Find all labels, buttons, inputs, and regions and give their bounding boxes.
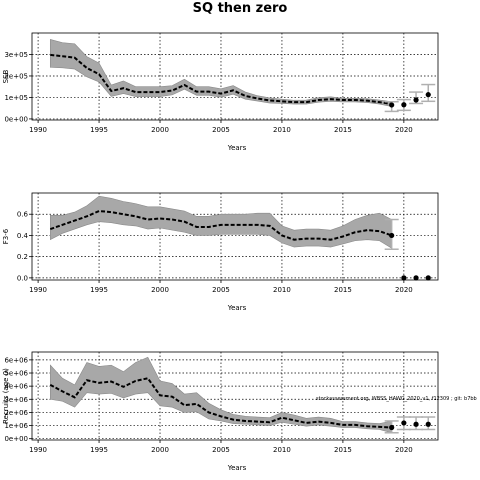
projection-point [389,102,395,108]
chart-title: SQ then zero [192,1,288,16]
projection-point [389,232,395,239]
projection-point [401,102,407,108]
x-tick-label: 2000 [151,446,169,454]
y-tick-label: 5e+06 [4,370,28,378]
projection-point [425,92,431,98]
y-tick-label: 0.0 [17,274,28,282]
chart-panel-3: 1990 1995 2000 2005 2010 2015 2020 0e+00 1e+06 2e… [2,351,477,472]
y-tick-label: 2e+06 [4,409,28,417]
y-tick-label: 0.4 [17,232,29,240]
y-tick-label: 2e+05 [4,72,28,80]
y-tick-label: 0e+00 [4,435,28,443]
x-tick-label: 1995 [90,126,108,134]
x-tick-label: 2005 [212,446,230,454]
x-tick-label: 1995 [90,446,108,454]
axes-frame [31,32,439,121]
chart-panel-1: 1990 1995 2000 2005 2010 2015 2020 0e+00 1e+05 2e… [2,32,439,152]
projection-point [401,420,407,426]
y-tick-label: 0e+00 [4,115,28,123]
x-axis-label: Years [227,464,247,472]
projection-point [413,421,419,427]
y-tick-label: 0.6 [17,211,29,219]
x-tick-label: 2015 [334,126,352,134]
estimate-line [49,210,392,241]
x-axis-label: Years [227,144,247,152]
estimate-line [49,377,392,429]
y-axis-label: Recruits (age 0) [2,368,10,424]
x-tick-label: 2010 [273,446,291,454]
x-tick-label: 2000 [151,126,169,134]
estimate-line [50,53,392,105]
projection-point [425,421,431,427]
x-tick-label: 1990 [29,446,47,454]
x-tick-label: 2010 [273,286,291,294]
x-tick-label: 2015 [334,446,352,454]
x-tick-label: 1990 [29,126,47,134]
y-tick-label: 1e+05 [4,94,28,102]
y-tick-label: 1e+06 [4,422,28,430]
y-tick-label: 0.2 [17,253,28,261]
y-tick-label: 4e+06 [4,383,28,391]
projection-point [413,275,419,281]
x-tick-label: 2005 [212,126,230,134]
x-tick-label: 2005 [212,286,230,294]
x-tick-label: 2000 [151,286,169,294]
x-tick-label: 2010 [273,126,291,134]
x-tick-label: 2020 [395,446,413,454]
axes-frame [31,192,439,281]
x-tick-label: 1995 [90,286,108,294]
y-tick-label: 6e+06 [4,356,28,364]
x-tick-label: 2020 [395,286,413,294]
y-axis-label: SSB [2,69,10,83]
x-tick-label: 2015 [334,286,352,294]
y-tick-label: 3e+05 [4,51,28,59]
projection-point [425,275,431,281]
projection-point [389,424,395,431]
chart-panel-2: 1990 1995 2000 2005 2010 2015 2020 0.0 0.2 0.4 0.6… [2,192,439,312]
y-tick-label: 3e+06 [4,396,28,404]
projection-point [401,275,407,281]
x-tick-label: 1990 [29,286,47,294]
projection-point [413,97,419,103]
annotation-text: stockassessment.org, WBSS_HAWG_2020_v1, … [316,396,477,402]
x-tick-label: 2020 [395,126,413,134]
axes-frame [31,351,439,441]
x-axis-label: Years [227,304,247,312]
y-axis-label: F3-6 [2,228,10,244]
